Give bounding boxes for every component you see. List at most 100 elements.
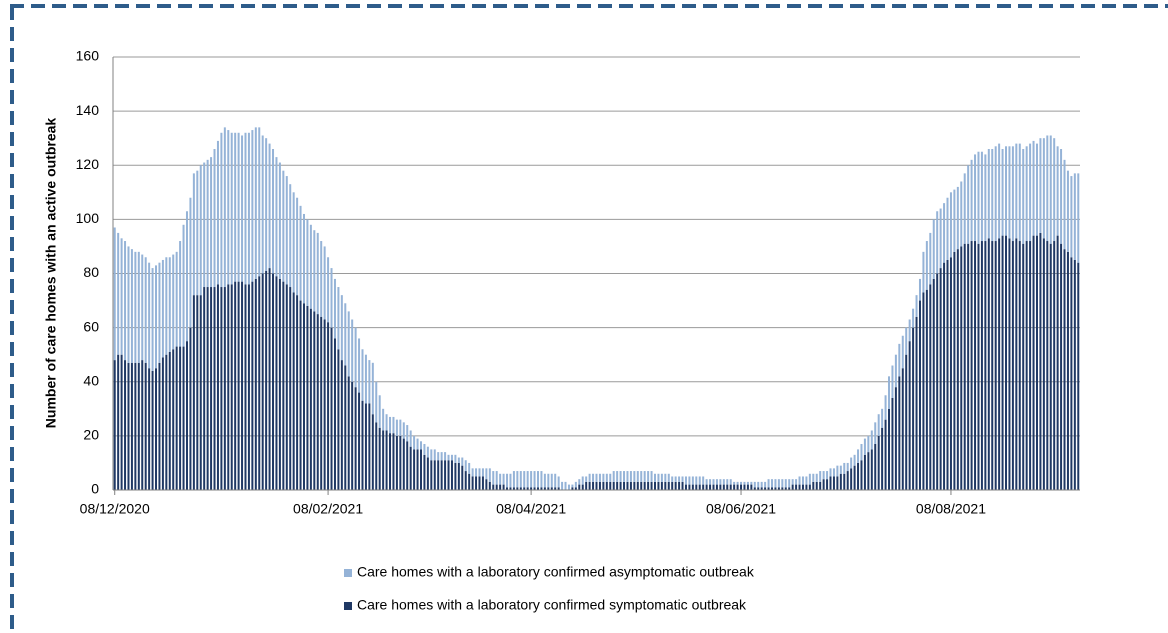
bar-segment (330, 268, 333, 328)
bar-segment (433, 460, 436, 490)
bar-segment (330, 327, 333, 490)
bar-segment (1077, 262, 1080, 490)
bar-segment (729, 484, 732, 490)
bar-segment (853, 454, 856, 466)
bar-segment (450, 454, 453, 461)
bar-segment (767, 487, 770, 490)
bar-segment (141, 254, 144, 361)
bar-segment (912, 308, 915, 328)
bar-segment (705, 479, 708, 485)
bar-segment (753, 481, 756, 488)
bar-segment (1001, 149, 1004, 236)
bar-segment (1008, 146, 1011, 239)
bar-segment (987, 149, 990, 239)
bar-segment (196, 295, 199, 490)
bar-segment (155, 368, 158, 490)
bar-segment (874, 443, 877, 490)
bar-segment (771, 479, 774, 488)
bar-segment (399, 435, 402, 490)
bar-segment (605, 481, 608, 490)
bar-segment (750, 481, 753, 485)
bar-segment (113, 227, 116, 361)
legend-swatch (344, 569, 352, 577)
bar-segment (592, 481, 595, 490)
bar-segment (530, 487, 533, 490)
bar-segment (715, 484, 718, 490)
bar-segment (888, 408, 891, 490)
bar-segment (447, 454, 450, 461)
bar-segment (815, 481, 818, 490)
bar-segment (254, 127, 257, 279)
bar-segment (801, 476, 804, 485)
bar-segment (461, 457, 464, 466)
bar-segment (616, 471, 619, 482)
bar-segment (402, 422, 405, 439)
bar-segment (977, 243, 980, 490)
bar-segment (323, 319, 326, 490)
bar-segment (389, 433, 392, 490)
bar-segment (722, 484, 725, 490)
bar-segment (165, 257, 168, 355)
bar-segment (430, 449, 433, 461)
bar-segment (963, 243, 966, 490)
bar-segment (481, 476, 484, 490)
bar-segment (1035, 143, 1038, 236)
bar-segment (392, 416, 395, 434)
bar-segment (234, 132, 237, 282)
bar-segment (413, 449, 416, 490)
bar-segment (124, 360, 127, 490)
bar-segment (430, 460, 433, 490)
bar-segment (1029, 143, 1032, 242)
bar-segment (1056, 235, 1059, 490)
bar-segment (523, 487, 526, 490)
bar-segment (585, 481, 588, 490)
bar-segment (881, 408, 884, 428)
bar-segment (905, 327, 908, 355)
bar-segment (519, 471, 522, 488)
bar-segment (423, 454, 426, 490)
bar-segment (285, 176, 288, 285)
bar-segment (1049, 243, 1052, 490)
bar-segment (695, 476, 698, 485)
bar-segment (719, 479, 722, 485)
y-tick-label: 120 (76, 156, 100, 172)
bar-segment (519, 487, 522, 490)
bar-segment (378, 427, 381, 490)
bar-segment (1005, 146, 1008, 236)
bar-segment (678, 481, 681, 490)
bar-segment (819, 471, 822, 482)
bar-segment (929, 232, 932, 285)
bar-segment (213, 149, 216, 288)
bar-segment (1032, 140, 1035, 236)
bar-segment (918, 278, 921, 301)
bar-segment (698, 484, 701, 490)
bar-segment (296, 295, 299, 490)
bar-segment (712, 479, 715, 485)
legend-label: Care homes with a laboratory confirmed s… (357, 597, 747, 613)
bar-segment (643, 471, 646, 482)
bar-segment (877, 435, 880, 490)
bar-segment (826, 479, 829, 490)
bar-segment (805, 476, 808, 485)
bar-segment (626, 481, 629, 490)
bar-segment (1063, 159, 1066, 250)
bar-segment (998, 143, 1001, 239)
bar-segment (633, 471, 636, 482)
bar-segment (898, 376, 901, 490)
y-tick-label: 80 (83, 264, 99, 280)
bar-segment (457, 457, 460, 463)
bar-segment (241, 281, 244, 490)
bar-segment (1001, 235, 1004, 490)
bar-segment (375, 422, 378, 490)
bar-segment (592, 473, 595, 482)
bar-segment (354, 327, 357, 388)
bar-segment (598, 481, 601, 490)
bar-segment (506, 473, 509, 488)
bar-segment (1022, 149, 1025, 244)
bar-segment (1022, 243, 1025, 490)
bar-segment (543, 473, 546, 488)
bar-segment (922, 251, 925, 293)
bar-segment (846, 462, 849, 472)
bar-segment (877, 414, 880, 436)
bar-segment (220, 287, 223, 490)
